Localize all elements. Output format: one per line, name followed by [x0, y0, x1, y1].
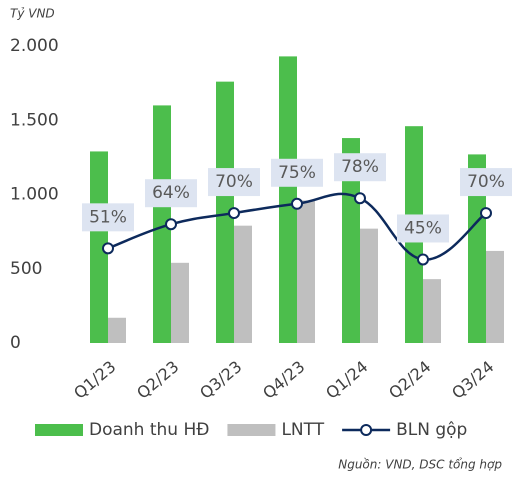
bar: [297, 200, 315, 343]
y-tick-label: 0: [10, 333, 21, 353]
legend-swatch: [227, 424, 276, 436]
legend-marker: [360, 424, 373, 436]
line-point: [354, 192, 366, 205]
line-point: [417, 253, 429, 266]
bar: [360, 228, 378, 343]
data-label-box: [460, 168, 512, 197]
bar: [234, 225, 252, 343]
bar: [468, 154, 486, 343]
data-label-box: [208, 168, 260, 197]
bar: [171, 262, 189, 343]
line-point: [102, 242, 114, 255]
x-tick-label: Q2/23: [133, 357, 182, 403]
data-label: 70%: [467, 172, 505, 192]
legend-label: Doanh thu HĐ: [89, 420, 209, 440]
bar: [90, 151, 108, 343]
source: Nguồn: VND, DSC tổng hợp: [338, 458, 502, 472]
bar: [108, 317, 126, 343]
bar: [486, 250, 504, 343]
bar: [216, 81, 234, 343]
y-tick-label: 2.000: [10, 36, 59, 56]
data-label: 70%: [215, 172, 253, 192]
x-tick-label: Q1/23: [70, 357, 119, 403]
x-tick-label: Q3/23: [196, 357, 245, 403]
bar: [153, 105, 171, 344]
x-tick-label: Q2/24: [385, 357, 434, 403]
x-tick-label: Q1/24: [322, 357, 371, 403]
bar: [342, 138, 360, 343]
line-point: [291, 197, 303, 210]
y-tick-label: 1.000: [10, 185, 59, 205]
legend-swatch: [35, 424, 83, 436]
data-label-box: [145, 179, 197, 208]
data-label: 51%: [89, 207, 127, 227]
data-label: 64%: [152, 183, 190, 203]
line-point: [228, 207, 240, 220]
data-label: 45%: [404, 218, 442, 238]
legend-label: LNTT: [281, 420, 324, 440]
data-label-box: [82, 203, 134, 232]
line-point: [165, 218, 177, 231]
data-label-box: [397, 214, 449, 243]
x-tick-label: Q4/23: [259, 357, 308, 403]
data-label: 75%: [278, 163, 316, 183]
y-tick-label: 1.500: [10, 110, 59, 130]
bar: [279, 56, 297, 344]
x-tick-label: Q3/24: [448, 357, 497, 403]
line-point: [480, 207, 492, 220]
unit-label: Tỷ VND: [10, 7, 55, 21]
data-label-box: [271, 158, 323, 187]
y-tick-label: 500: [10, 259, 42, 279]
data-label-box: [334, 153, 386, 182]
bar: [423, 279, 441, 343]
data-label: 78%: [341, 157, 379, 177]
legend-label: BLN gộp: [396, 420, 467, 440]
